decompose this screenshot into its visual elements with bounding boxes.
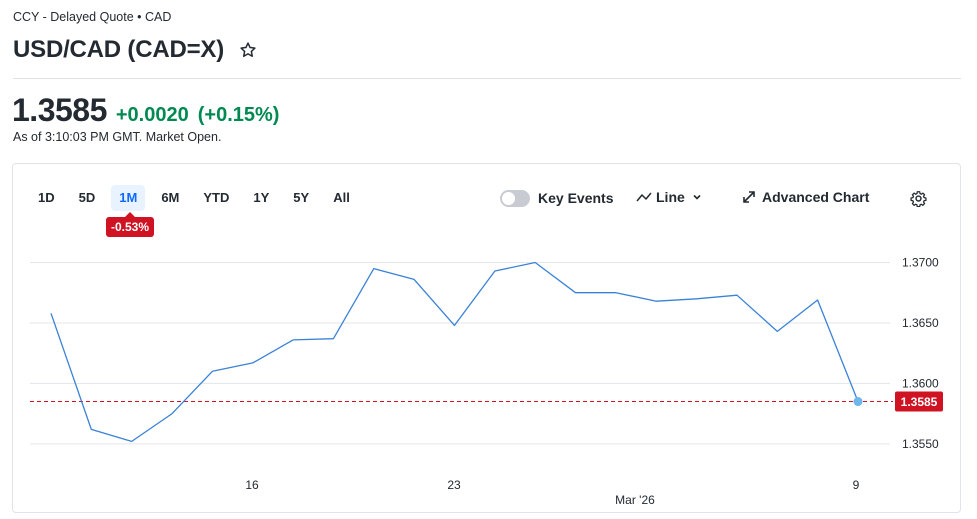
data-point[interactable]: [653, 298, 659, 304]
as-of-timestamp: As of 3:10:03 PM GMT. Market Open.: [13, 130, 222, 144]
chart-card: [12, 163, 961, 513]
x-sub-label: Mar '26: [615, 493, 655, 507]
range-performance-badge: -0.53%: [106, 212, 155, 237]
chevron-down-icon: [693, 194, 701, 200]
data-point[interactable]: [129, 438, 135, 444]
data-point[interactable]: [209, 368, 215, 374]
x-tick-label: 9: [853, 478, 860, 492]
line-chart-icon: [636, 192, 652, 202]
chart-type-label: Line: [656, 189, 685, 205]
star-icon[interactable]: [238, 40, 258, 60]
expand-icon: [743, 191, 755, 203]
data-point[interactable]: [48, 310, 54, 316]
gear-icon[interactable]: [910, 190, 927, 207]
advanced-chart-button[interactable]: Advanced Chart: [742, 189, 869, 205]
data-point[interactable]: [492, 268, 498, 274]
chart-type-select[interactable]: Line: [636, 189, 703, 205]
page-title: USD/CAD (CAD=X): [13, 36, 225, 63]
header-divider: [13, 78, 961, 79]
y-tick-label: 1.3650: [902, 316, 939, 330]
data-point[interactable]: [290, 337, 296, 343]
data-point[interactable]: [532, 260, 538, 266]
last-price-marker: [853, 397, 863, 407]
y-tick-label: 1.3550: [902, 437, 939, 451]
data-point[interactable]: [330, 336, 336, 342]
advanced-chart-label: Advanced Chart: [762, 189, 870, 205]
data-point[interactable]: [774, 328, 780, 334]
range-1m[interactable]: 1M: [111, 185, 146, 211]
range-1y[interactable]: 1Y: [253, 190, 270, 205]
title-row: USD/CAD (CAD=X): [13, 36, 258, 64]
range-5d[interactable]: 5D: [78, 190, 96, 205]
price-change: +0.0020: [115, 104, 189, 126]
x-tick-label: 16: [245, 478, 259, 492]
data-point[interactable]: [250, 360, 256, 366]
data-point[interactable]: [613, 290, 619, 296]
data-point[interactable]: [734, 292, 740, 298]
price-change-percent: (+0.15%): [197, 104, 280, 126]
data-point[interactable]: [694, 296, 700, 302]
x-tick-label: 23: [447, 478, 461, 492]
toggle-knob: [502, 192, 515, 205]
y-tick-label: 1.3600: [902, 376, 939, 390]
data-point[interactable]: [88, 426, 94, 432]
data-point[interactable]: [411, 276, 417, 282]
data-point[interactable]: [371, 266, 377, 272]
data-point[interactable]: [452, 322, 458, 328]
range-ytd[interactable]: YTD: [203, 190, 230, 205]
data-point[interactable]: [815, 297, 821, 303]
data-point[interactable]: [169, 411, 175, 417]
price-row: 1.3585 +0.0020 (+0.15%): [12, 92, 279, 129]
current-price: 1.3585: [12, 92, 107, 128]
y-tick-label: 1.3700: [902, 256, 939, 270]
data-point[interactable]: [573, 290, 579, 296]
range-all[interactable]: All: [333, 190, 350, 205]
range-6m[interactable]: 6M: [161, 190, 180, 205]
range-1d[interactable]: 1D: [38, 190, 55, 205]
key-events-label[interactable]: Key Events: [538, 190, 614, 206]
reference-price-label: 1.3585: [901, 395, 938, 409]
key-events-toggle[interactable]: [500, 190, 530, 207]
price-series-line: [50, 261, 859, 443]
range-5y[interactable]: 5Y: [293, 190, 310, 205]
reference-price-tag: [895, 391, 943, 412]
range-selector: 1D 5D 1M 6M YTD 1Y 5Y All: [30, 185, 366, 211]
quote-meta: CCY - Delayed Quote • CAD: [13, 10, 172, 24]
